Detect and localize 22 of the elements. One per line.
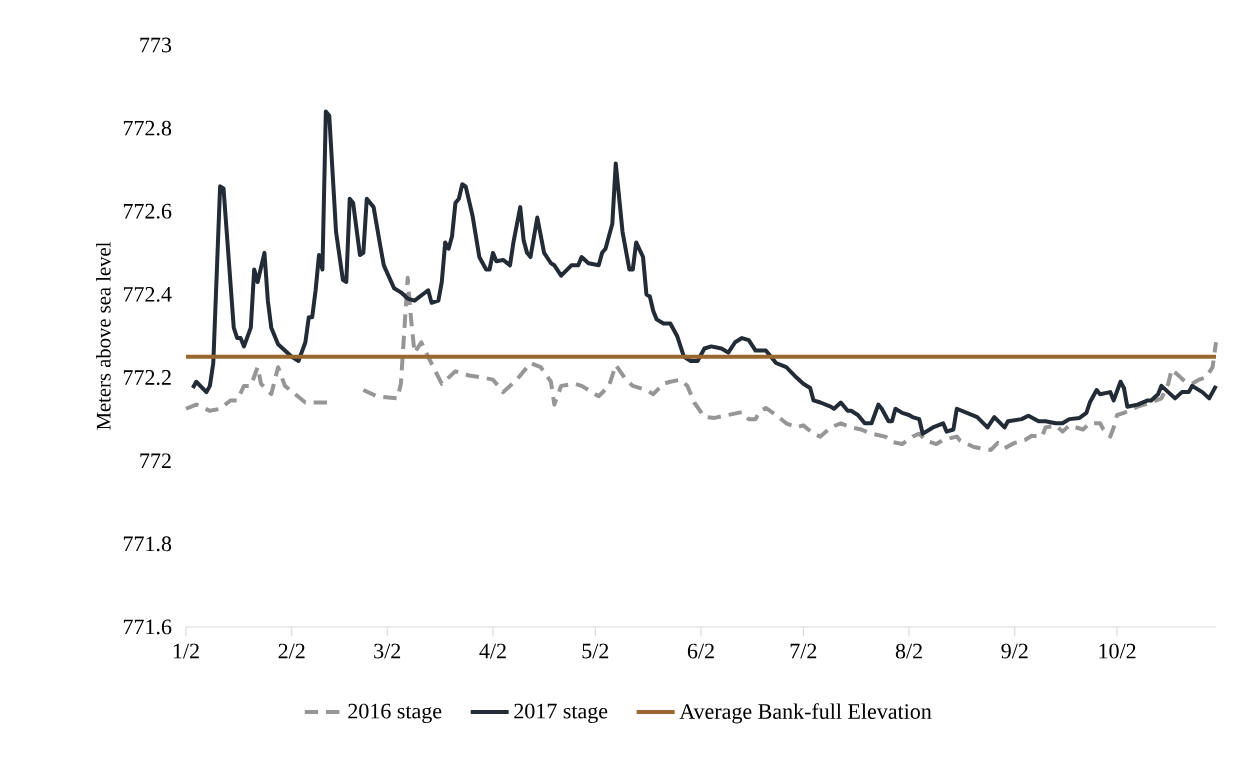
y-axis-title: Meters above sea level	[96, 241, 111, 430]
y-tick-label: 771.6	[123, 619, 172, 635]
legend-label: Average Bank-full Elevation	[679, 703, 932, 724]
y-tick-label: 772.8	[123, 120, 172, 136]
y-tick-label: 772.6	[123, 203, 172, 219]
y-tick-label: 772.4	[123, 286, 172, 302]
y-tick-label: 773	[140, 37, 172, 53]
x-tick-label: 2/2	[278, 643, 305, 659]
x-tick-label: 6/2	[687, 643, 714, 659]
y-tick-label: 772.2	[123, 369, 171, 385]
x-tick-label: 9/2	[1001, 643, 1028, 659]
x-tick-label: 3/2	[374, 643, 401, 659]
legend-label: 2017 stage	[514, 703, 608, 723]
x-tick-label: 7/2	[790, 643, 817, 659]
x-tick-label: 10/2	[1099, 643, 1136, 659]
y-tick-label: 771.8	[123, 536, 172, 552]
y-tick-label: 772	[140, 453, 171, 468]
x-tick-label: 8/2	[895, 643, 922, 659]
x-tick-label: 1/2	[173, 643, 199, 659]
x-tick-label: 5/2	[582, 643, 609, 659]
x-tick-label: 4/2	[479, 643, 506, 659]
legend-label: 2016 stage	[348, 703, 442, 723]
